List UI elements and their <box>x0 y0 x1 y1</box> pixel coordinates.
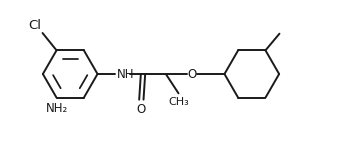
Text: NH₂: NH₂ <box>45 102 68 115</box>
Text: O: O <box>187 67 196 81</box>
Text: CH₃: CH₃ <box>168 97 189 107</box>
Text: Cl: Cl <box>29 19 42 32</box>
Text: NH: NH <box>117 67 134 81</box>
Text: O: O <box>136 103 145 116</box>
